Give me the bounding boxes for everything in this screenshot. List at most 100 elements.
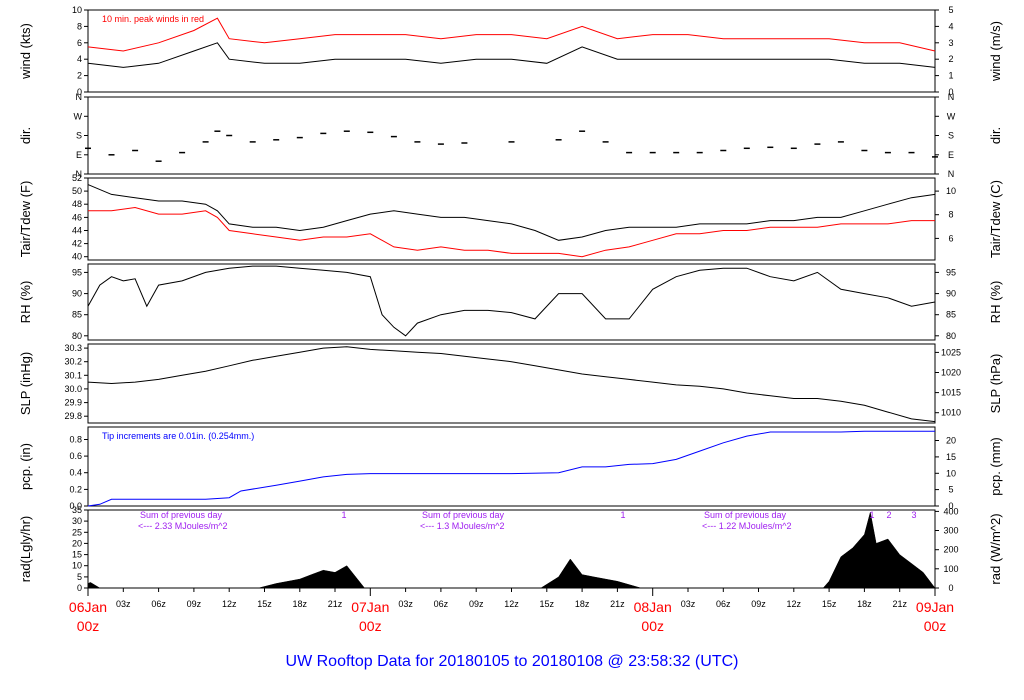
ytick-label-right-dir: W xyxy=(947,111,956,121)
ytick-label-right-pcp: 15 xyxy=(946,452,956,462)
ytick-label-right-wind: 5 xyxy=(948,5,953,15)
xtick-label-hour: 03z xyxy=(398,599,413,609)
ytick-label-left-pcp: 0.0 xyxy=(69,501,82,511)
ytick-label-right-wind: 0 xyxy=(948,87,953,97)
ytick-label-left-slp: 30.3 xyxy=(64,343,82,353)
sum-note-line1: Sum of previous day xyxy=(140,510,223,520)
ylabel-right-slp: SLP (hPa) xyxy=(988,354,1003,414)
xtick-label-hour: 21z xyxy=(328,599,343,609)
xtick-label-hour: 09z xyxy=(751,599,766,609)
ytick-label-left-slp: 30.0 xyxy=(64,384,82,394)
xtick-label-hour: 03z xyxy=(681,599,696,609)
xtick-label-hour: 03z xyxy=(116,599,131,609)
ytick-label-left-pcp: 0.2 xyxy=(69,484,82,494)
ytick-label-right-temp: 10 xyxy=(946,186,956,196)
ylabel-right-temp: Tair/Tdew (C) xyxy=(988,180,1003,258)
ytick-label-left-temp: 40 xyxy=(72,252,82,262)
xtick-label-day: 09Jan xyxy=(916,599,954,615)
ylabel-right-rh: RH (%) xyxy=(988,281,1003,324)
ylabel-right-dir: dir. xyxy=(988,127,1003,144)
xtick-label-hour: 09z xyxy=(469,599,484,609)
sum-note-line2: <--- 1.22 MJoules/m^2 xyxy=(702,521,792,531)
ytick-label-left-slp: 30.2 xyxy=(64,357,82,367)
ytick-label-right-slp: 1015 xyxy=(941,388,961,398)
xtick-label-hour: 15z xyxy=(257,599,272,609)
ytick-label-left-rad: 20 xyxy=(72,538,82,548)
sum-note-line2: <--- 1.3 MJoules/m^2 xyxy=(420,521,505,531)
ytick-label-left-wind: 2 xyxy=(77,71,82,81)
xtick-label-hour: 18z xyxy=(857,599,872,609)
ylabel-left-slp: SLP (inHg) xyxy=(18,352,33,415)
ytick-label-left-rad: 5 xyxy=(77,572,82,582)
ytick-label-left-slp: 29.8 xyxy=(64,411,82,421)
ylabel-left-wind: wind (kts) xyxy=(18,23,33,80)
ytick-label-left-rad: 0 xyxy=(77,583,82,593)
panel-frame-slp xyxy=(87,343,936,424)
ytick-label-right-slp: 1025 xyxy=(941,347,961,357)
series-area-rad xyxy=(87,512,936,589)
ytick-label-right-rh: 80 xyxy=(946,331,956,341)
ytick-label-left-slp: 29.9 xyxy=(64,398,82,408)
ytick-label-left-temp: 46 xyxy=(72,212,82,222)
ytick-label-right-rh: 85 xyxy=(946,310,956,320)
ytick-label-left-temp: 44 xyxy=(72,226,82,236)
peak-mark: 1 xyxy=(869,510,874,520)
series-line-temp-red xyxy=(88,206,935,258)
xtick-label-hour: 12z xyxy=(504,599,519,609)
xtick-label-time: 00z xyxy=(359,618,382,634)
ytick-label-left-pcp: 0.6 xyxy=(69,451,82,461)
xtick-label-hour: 18z xyxy=(575,599,590,609)
ytick-label-left-rh: 80 xyxy=(72,331,82,341)
ytick-label-right-wind: 3 xyxy=(948,38,953,48)
ylabel-right-rad: rad (W/m^2) xyxy=(988,513,1003,584)
ytick-label-right-slp: 1020 xyxy=(941,368,961,378)
sum-note-line1: Sum of previous day xyxy=(704,510,787,520)
ytick-label-right-rad: 100 xyxy=(943,564,958,574)
ytick-label-left-rad: 35 xyxy=(72,505,82,515)
panel-frame-temp xyxy=(87,177,936,261)
ytick-label-right-pcp: 0 xyxy=(948,501,953,511)
panel-frame-pcp xyxy=(87,426,936,507)
peak-mark: 2 xyxy=(886,510,891,520)
xtick-label-hour: 15z xyxy=(822,599,837,609)
series-line-slp-black xyxy=(87,346,936,423)
ytick-label-left-rh: 85 xyxy=(72,310,82,320)
ytick-label-left-wind: 4 xyxy=(77,54,82,64)
ytick-label-right-rh: 90 xyxy=(946,289,956,299)
ytick-label-left-wind: 10 xyxy=(72,5,82,15)
ylabel-left-rad: rad(Lgly/hr) xyxy=(18,516,33,582)
ytick-label-left-rad: 15 xyxy=(72,550,82,560)
ytick-label-right-dir: N xyxy=(948,92,955,102)
ytick-label-left-slp: 30.1 xyxy=(64,370,82,380)
ytick-label-left-temp: 48 xyxy=(72,199,82,209)
ytick-label-left-wind: 6 xyxy=(77,38,82,48)
ytick-label-left-dir: N xyxy=(76,92,83,102)
xtick-label-hour: 06z xyxy=(151,599,166,609)
series-line-wind-black xyxy=(87,42,936,68)
ytick-label-left-dir: W xyxy=(74,111,83,121)
xtick-label-hour: 09z xyxy=(187,599,202,609)
xtick-label-hour: 15z xyxy=(540,599,555,609)
ytick-label-right-rad: 400 xyxy=(943,506,958,516)
xtick-label-time: 00z xyxy=(77,618,100,634)
ytick-label-left-dir: E xyxy=(76,150,82,160)
ylabel-left-pcp: pcp. (in) xyxy=(18,443,33,490)
ytick-label-left-rh: 95 xyxy=(72,267,82,277)
series-line-temp-black xyxy=(87,184,936,241)
xtick-label-hour: 12z xyxy=(222,599,237,609)
chart-title: UW Rooftop Data for 20180105 to 20180108… xyxy=(286,653,739,670)
ytick-label-left-dir: S xyxy=(76,131,82,141)
panel-frame-wind xyxy=(87,9,936,93)
xtick-label-hour: 06z xyxy=(716,599,731,609)
ytick-label-right-pcp: 20 xyxy=(946,436,956,446)
xtick-label-hour: 21z xyxy=(610,599,625,609)
ytick-label-left-rad: 30 xyxy=(72,516,82,526)
ytick-label-right-dir: E xyxy=(948,150,954,160)
ytick-label-left-rad: 10 xyxy=(72,561,82,571)
ytick-label-left-rh: 90 xyxy=(72,289,82,299)
ytick-label-left-temp: 52 xyxy=(72,173,82,183)
ytick-label-right-rad: 300 xyxy=(943,526,958,536)
ylabel-left-temp: Tair/Tdew (F) xyxy=(18,181,33,258)
series-line-pcp-blue xyxy=(87,430,935,507)
